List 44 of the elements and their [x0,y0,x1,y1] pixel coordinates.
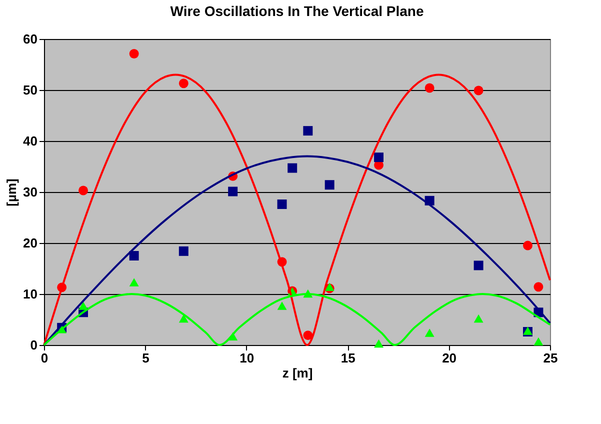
point [228,186,238,196]
chart-title: Wire Oscillations In The Vertical Plane [170,3,424,19]
point [303,126,313,136]
point [78,186,88,196]
point [522,240,532,250]
line-series [43,74,551,346]
point [288,163,298,173]
x-tick-label: 5 [142,350,150,366]
x-tick-label: 20 [442,350,457,366]
point [474,86,484,96]
x-tick-label: 10 [240,350,254,366]
point [129,251,139,260]
point [277,302,287,310]
point [534,282,544,292]
point [474,314,484,323]
x-tick-label: 25 [543,350,558,366]
y-tick-label: 0 [30,338,38,352]
x-axis-title: z [m] [282,366,313,380]
point [374,152,384,162]
point [129,49,139,59]
y-axis-title: [µm] [4,178,20,206]
y-tick-label: 20 [23,236,38,250]
point [178,314,188,323]
y-tick-label: 50 [23,82,38,98]
y-tick-label: 40 [23,134,38,148]
point [474,260,484,270]
point [424,328,434,337]
point [303,330,313,340]
point [277,199,287,209]
x-tick-label: 15 [340,350,356,366]
point [178,246,188,256]
point [374,339,384,348]
point [129,278,139,286]
point [324,180,334,190]
y-tick-label: 60 [23,32,38,46]
point [534,337,544,346]
y-tick-label: 30 [23,184,38,200]
point [178,78,188,88]
point [424,83,434,93]
line-series [43,155,551,346]
x-tick-label: 0 [40,350,48,366]
point [78,302,88,310]
point [324,282,334,291]
y-tick-label: 10 [23,286,38,302]
